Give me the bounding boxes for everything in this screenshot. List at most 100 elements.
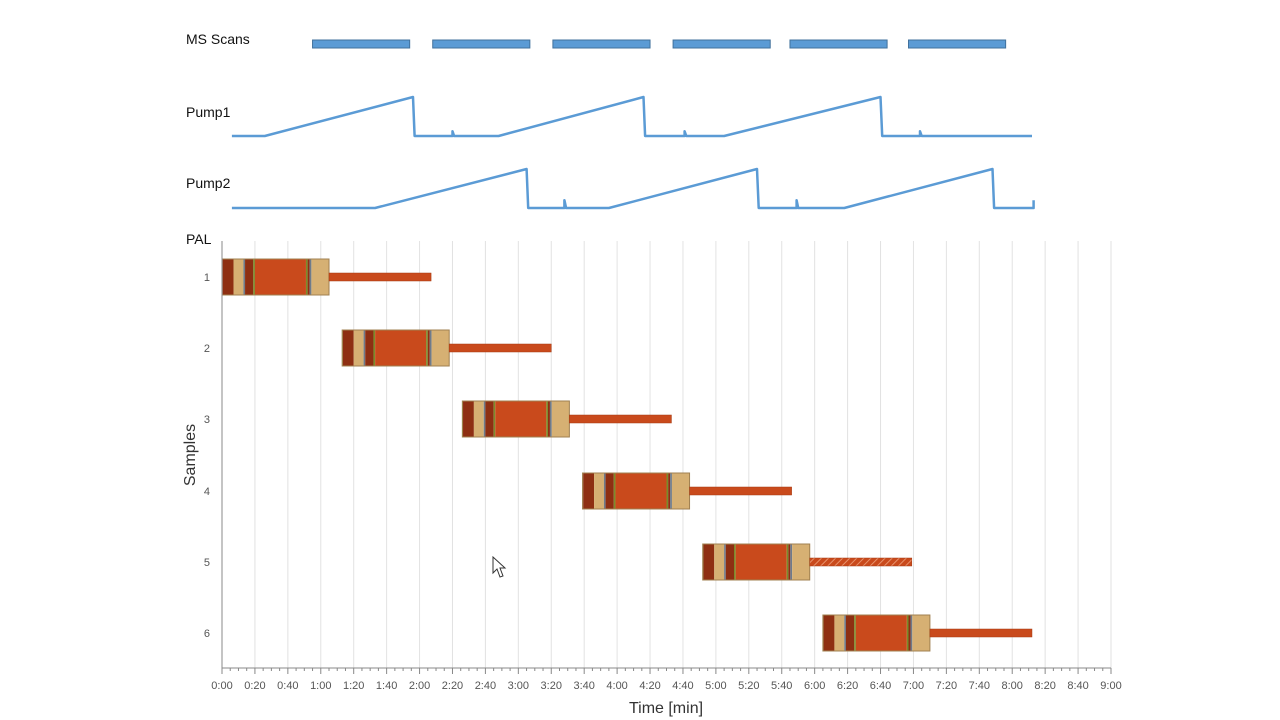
x-tick-label: 7:20 (936, 680, 957, 692)
y-tick-label: 1 (204, 272, 210, 284)
box-segment (253, 259, 255, 295)
ms-scans-track (312, 39, 1007, 49)
box-segment (546, 401, 548, 437)
tail-bar (448, 343, 552, 353)
x-tick-label: 2:40 (475, 680, 496, 692)
x-tick-label: 1:20 (343, 680, 364, 692)
tail-bar (809, 557, 913, 567)
box-segment (483, 401, 486, 437)
box-segment (912, 615, 930, 651)
box-segment (353, 330, 364, 366)
box-segment (714, 544, 725, 580)
x-tick-label: 2:00 (409, 680, 430, 692)
ms-scan-bar (312, 39, 411, 49)
sample-bar (822, 614, 1033, 652)
x-tick-label: 4:40 (672, 680, 693, 692)
box-segment (551, 401, 570, 437)
axes: 0:00 0:20 0:40 1:00 1:20 1:40 2:00 2:20 2:40 3:00… (182, 241, 1122, 717)
x-tick-label: 8:20 (1034, 680, 1055, 692)
box-segment (254, 259, 306, 295)
box-segment (670, 473, 672, 509)
y-tick-label: 3 (204, 414, 210, 426)
x-tick-label: 1:40 (376, 680, 397, 692)
box-segment (735, 544, 787, 580)
x-tick-labels: 0:00 0:20 0:40 1:00 1:20 1:40 2:00 2:20 2:40 3:00… (211, 680, 1121, 692)
box-segment (834, 615, 845, 651)
sample-bar (221, 258, 432, 296)
box-segment (245, 259, 254, 295)
box-segment (473, 401, 484, 437)
sample-bar (341, 329, 552, 367)
box-segment (311, 259, 330, 295)
box-segment (426, 330, 428, 366)
box-segment (485, 401, 494, 437)
box-segment (363, 330, 366, 366)
x-tick-label: 8:00 (1002, 680, 1023, 692)
x-tick-label: 5:40 (771, 680, 792, 692)
box-segment (603, 473, 606, 509)
box-segment (725, 544, 734, 580)
y-tick-label: 6 (204, 628, 210, 640)
x-tick-label: 3:40 (573, 680, 594, 692)
sample-bar (461, 400, 672, 438)
box-segment (233, 259, 244, 295)
box-segment (222, 259, 234, 295)
x-tick-label: 9:00 (1100, 680, 1121, 692)
tail-bar (328, 272, 432, 282)
box-segment (431, 330, 450, 366)
x-tick-label: 5:00 (705, 680, 726, 692)
box-segment (243, 259, 246, 295)
pump1-label: Pump1 (186, 104, 231, 120)
box-segment (495, 401, 547, 437)
y-tick-label: 2 (204, 343, 210, 355)
pump2-label: Pump2 (186, 175, 231, 191)
tail-bar (569, 414, 672, 424)
pal-label: PAL (186, 231, 212, 247)
box-segment (733, 544, 736, 580)
ms-scan-bar (908, 39, 1007, 49)
box-segment (788, 544, 791, 580)
box-segment (855, 615, 907, 651)
box-segment (342, 330, 354, 366)
x-tick-label: 4:00 (606, 680, 627, 692)
box-segment (910, 615, 913, 651)
x-tick-label: 0:00 (211, 680, 232, 692)
box-segment (305, 259, 308, 295)
tail-bar (689, 486, 792, 496)
box-segment (547, 401, 550, 437)
tail-bar (929, 628, 1033, 638)
box-segment (671, 473, 690, 509)
box-segment (427, 330, 430, 366)
box-segment (668, 473, 671, 509)
x-tick-label: 6:00 (804, 680, 825, 692)
box-segment (583, 473, 595, 509)
box-segment (613, 473, 616, 509)
box-segment (549, 401, 552, 437)
x-ticks (221, 668, 1112, 674)
plot-background (222, 241, 1111, 668)
box-segment (615, 473, 667, 509)
x-axis-title: Time [min] (629, 700, 703, 717)
x-tick-label: 5:20 (738, 680, 759, 692)
sample-bar (702, 543, 913, 581)
x-tick-label: 6:20 (837, 680, 858, 692)
x-tick-label: 0:40 (277, 680, 298, 692)
x-tick-label: 3:20 (541, 680, 562, 692)
y-axis-title: Samples (182, 424, 199, 486)
box-segment (703, 544, 715, 580)
box-segment (844, 615, 846, 651)
box-segment (724, 544, 726, 580)
mouse-cursor-icon (492, 556, 507, 578)
box-segment (854, 615, 856, 651)
y-tick-label: 5 (204, 557, 210, 569)
plot-area (221, 241, 1112, 668)
x-tick-label: 4:20 (639, 680, 660, 692)
x-tick-label: 1:00 (310, 680, 331, 692)
sample-bar (582, 472, 792, 510)
box-segment (906, 615, 909, 651)
x-tick-label: 7:00 (903, 680, 924, 692)
x-tick-label: 8:40 (1067, 680, 1088, 692)
box-segment (307, 259, 310, 295)
x-tick-label: 6:40 (870, 680, 891, 692)
